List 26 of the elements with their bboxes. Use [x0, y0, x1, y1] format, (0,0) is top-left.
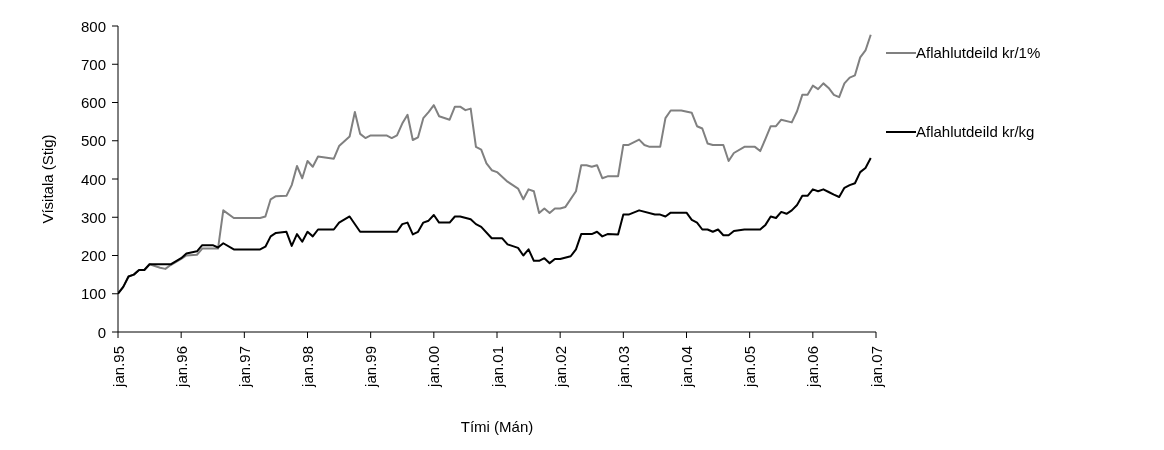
y-tick-label: 0 [97, 323, 106, 341]
y-tick-label: 200 [80, 247, 106, 264]
x-tick-label: jan.04 [678, 346, 695, 388]
x-tick-label: jan.01 [488, 346, 506, 388]
x-tick-label: jan.06 [804, 346, 822, 388]
x-tick-label: jan.07 [867, 346, 885, 388]
y-axis-title: Vísitala (Stig) [39, 134, 57, 224]
x-tick-label: jan.00 [425, 346, 443, 388]
x-tick-label: jan.96 [172, 346, 190, 388]
y-tick-label: 700 [80, 55, 106, 73]
x-tick-label: jan.99 [362, 346, 380, 388]
y-tick-label: 100 [80, 285, 106, 303]
x-axis-title: Tími (Mán) [460, 418, 534, 435]
x-tick-label: jan.97 [235, 346, 253, 388]
legend-label: Aflahlutdeild kr/1% [916, 44, 1041, 61]
y-tick-label: 800 [80, 17, 106, 35]
y-tick-label: 300 [80, 208, 106, 226]
y-tick-label: 500 [80, 132, 106, 150]
x-tick-label: jan.05 [741, 346, 759, 388]
x-tick-label: jan.02 [551, 346, 569, 388]
y-tick-label: 400 [80, 170, 106, 188]
x-tick-label: jan.03 [614, 346, 632, 388]
y-tick-label: 600 [80, 94, 106, 111]
x-tick-label: jan.98 [299, 346, 316, 388]
x-tick-label: jan.95 [109, 346, 127, 388]
legend-label: Aflahlutdeild kr/kg [916, 123, 1035, 140]
